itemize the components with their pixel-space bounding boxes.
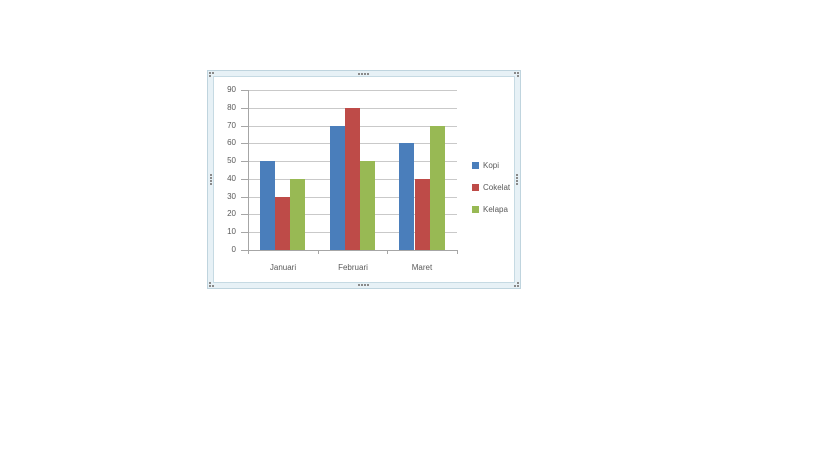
bar-kopi-februari[interactable]: [330, 126, 345, 250]
grip-dots-icon: [358, 73, 360, 75]
bar-cokelat-januari[interactable]: [275, 197, 290, 250]
grip-dots-icon: [209, 72, 211, 74]
gridline: [248, 90, 457, 91]
y-axis-label: 0: [231, 245, 236, 254]
resize-handle-middle-right[interactable]: [516, 173, 518, 185]
legend-item-cokelat[interactable]: Cokelat: [472, 183, 510, 192]
y-axis-label: 40: [227, 174, 236, 183]
resize-handle-bottom-right[interactable]: [513, 281, 519, 287]
y-axis-line: [248, 90, 249, 250]
legend-label: Kopi: [483, 161, 500, 170]
y-axis-tick: [241, 161, 248, 162]
grip-dots-icon: [517, 72, 519, 74]
grip-dots-icon: [209, 285, 211, 287]
y-axis-tick: [241, 197, 248, 198]
grip-dots-icon: [210, 173, 212, 176]
bar-kelapa-februari[interactable]: [360, 161, 375, 250]
bar-cokelat-februari[interactable]: [345, 108, 360, 250]
chart-object-selected[interactable]: 0 10 20 30 40 50 60 70 80 90 Januari Februari Maret …: [207, 70, 521, 289]
x-axis-tick: [457, 250, 458, 254]
legend-item-kopi[interactable]: Kopi: [472, 161, 499, 170]
legend-label: Kelapa: [483, 205, 508, 214]
grip-dots-icon: [516, 173, 518, 176]
legend-item-kelapa[interactable]: Kelapa: [472, 205, 508, 214]
legend-swatch-icon: [472, 162, 479, 169]
x-axis-tick: [387, 250, 388, 254]
y-axis-label: 10: [227, 227, 236, 236]
y-axis-tick: [241, 250, 248, 251]
bar-kelapa-maret[interactable]: [430, 126, 445, 250]
y-axis-tick: [241, 90, 248, 91]
legend-swatch-icon: [472, 184, 479, 191]
y-axis-tick: [241, 179, 248, 180]
bar-kopi-maret[interactable]: [399, 143, 414, 250]
resize-handle-top-right[interactable]: [513, 72, 519, 78]
y-axis-tick: [241, 108, 248, 109]
chart-area[interactable]: 0 10 20 30 40 50 60 70 80 90 Januari Februari Maret …: [213, 76, 515, 283]
x-axis-label: Februari: [338, 263, 368, 272]
y-axis-tick: [241, 126, 248, 127]
grip-dots-icon: [358, 284, 360, 286]
y-axis-label: 60: [227, 138, 236, 147]
y-axis-tick: [241, 232, 248, 233]
y-axis-label: 70: [227, 121, 236, 130]
y-axis-label: 90: [227, 85, 236, 94]
legend-swatch-icon: [472, 206, 479, 213]
resize-handle-bottom-left[interactable]: [209, 281, 215, 287]
resize-handle-top-center[interactable]: [358, 73, 369, 75]
y-axis-label: 50: [227, 156, 236, 165]
y-axis-label: 30: [227, 192, 236, 201]
resize-handle-middle-left[interactable]: [210, 173, 212, 185]
x-axis-label: Maret: [411, 263, 433, 272]
bar-kelapa-januari[interactable]: [290, 179, 305, 250]
bar-kopi-januari[interactable]: [260, 161, 275, 250]
x-axis-line: [248, 250, 457, 251]
y-axis-tick: [241, 143, 248, 144]
y-axis-tick: [241, 214, 248, 215]
grip-dots-icon: [517, 285, 519, 287]
bar-cokelat-maret[interactable]: [415, 179, 430, 250]
y-axis-label: 20: [227, 209, 236, 218]
resize-handle-top-left[interactable]: [209, 72, 215, 78]
x-axis-tick: [318, 250, 319, 254]
y-axis-label: 80: [227, 103, 236, 112]
resize-handle-bottom-center[interactable]: [358, 284, 369, 286]
x-axis-label: Januari: [269, 263, 297, 272]
x-axis-tick: [248, 250, 249, 254]
legend-label: Cokelat: [483, 183, 511, 192]
